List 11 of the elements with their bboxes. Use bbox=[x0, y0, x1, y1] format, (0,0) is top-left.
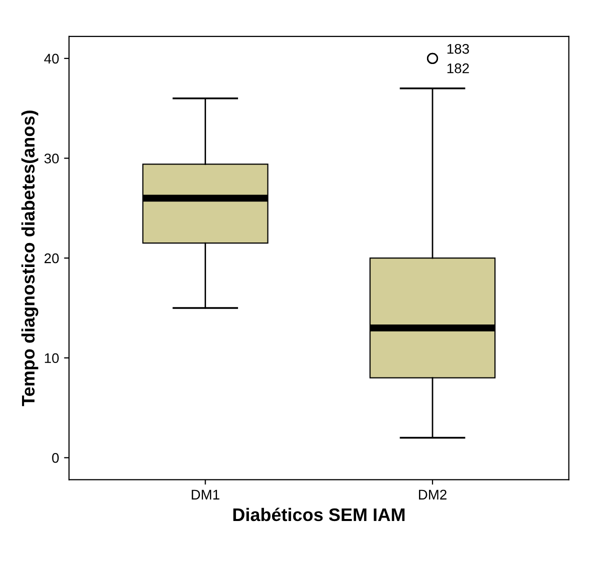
annotation: 183 bbox=[447, 44, 469, 54]
y-tick-label: 40 bbox=[44, 54, 59, 64]
y-axis-title: Tempo diagnostico diabetes(anos) bbox=[21, 110, 38, 406]
x-tick-label: DM1 bbox=[192, 490, 220, 500]
y-tick-label: 10 bbox=[44, 353, 59, 364]
y-tick-label: 30 bbox=[44, 154, 59, 164]
y-tick-label: 20 bbox=[44, 253, 59, 264]
x-tick-label: DM2 bbox=[418, 490, 446, 500]
annotation: 182 bbox=[447, 63, 469, 74]
y-tick-label: 0 bbox=[52, 453, 59, 463]
x-axis-title: Diabéticos SEM IAM bbox=[233, 508, 404, 522]
